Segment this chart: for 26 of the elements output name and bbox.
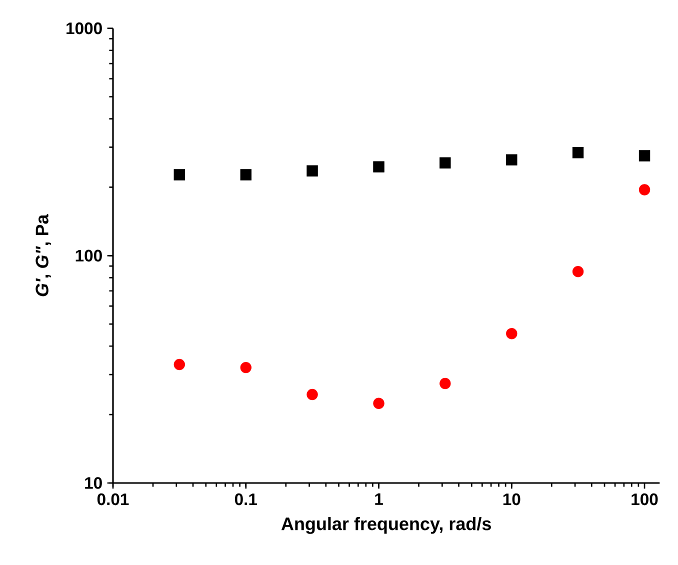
x-tick-label: 10 [503,493,520,506]
point [306,165,318,176]
point [638,150,650,162]
point [638,184,650,196]
x-axis-title: Angular frequency, rad/s [281,517,491,534]
y-tick-label: 1000 [66,22,102,34]
point [174,169,185,180]
point [440,157,451,168]
y-tick-label: 10 [85,477,102,489]
y-tick-label: 100 [76,250,102,262]
y-axis-title: G', G", Pa [36,214,52,296]
x-tick-label: 1 [375,493,383,505]
point [440,378,451,390]
point [240,169,252,180]
point [306,388,318,400]
x-tick-label: 100 [632,493,658,506]
point [174,358,185,370]
point [240,362,252,374]
point [373,161,384,172]
x-tick-label: 0.01 [97,493,129,506]
point [506,154,518,166]
point [373,398,384,409]
point [506,328,518,340]
point [572,266,584,278]
x-tick-label: 0.1 [234,493,257,506]
point [572,147,584,158]
